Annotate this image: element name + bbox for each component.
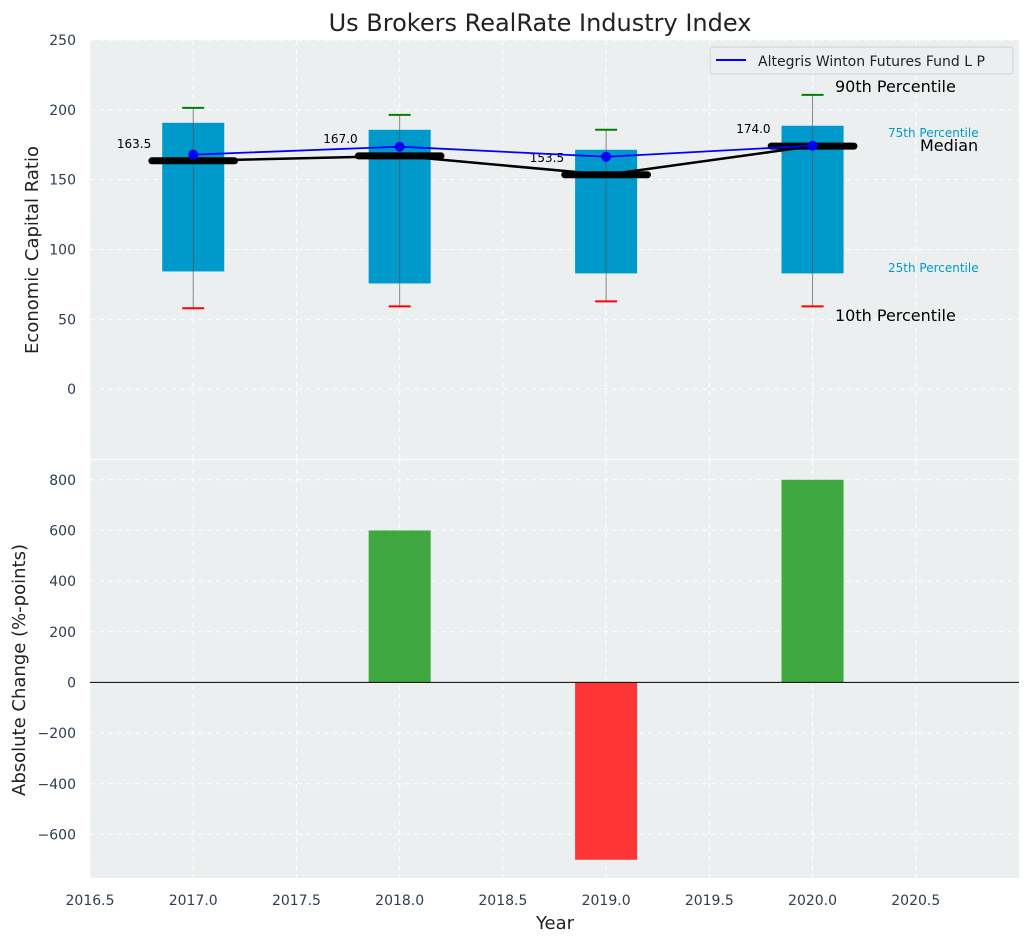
fund-point bbox=[394, 141, 405, 152]
y-tick-label: 600 bbox=[49, 523, 76, 539]
y-tick-label: 250 bbox=[49, 33, 76, 49]
x-tick-label: 2017.0 bbox=[169, 893, 218, 909]
bottom-plot-area bbox=[90, 460, 1019, 878]
fund-point bbox=[807, 140, 818, 151]
annotation-p10: 10th Percentile bbox=[835, 306, 956, 325]
x-tick-label: 2017.5 bbox=[272, 893, 321, 909]
y-tick-label: 200 bbox=[49, 625, 76, 641]
x-axis-label: Year bbox=[535, 913, 575, 934]
y-tick-label: 150 bbox=[49, 173, 76, 189]
fund-line bbox=[193, 144, 813, 158]
y-tick-label: 800 bbox=[49, 473, 76, 489]
median-value-label: 163.5 bbox=[117, 137, 151, 151]
x-tick-label: 2019.0 bbox=[582, 893, 631, 909]
y-tick-label: 50 bbox=[58, 312, 76, 328]
chart-title: Us Brokers RealRate Industry Index bbox=[329, 9, 752, 37]
x-tick-label: 2020.0 bbox=[788, 893, 837, 909]
bottom-y-axis-label: Absolute Change (%-points) bbox=[9, 544, 30, 796]
y-tick-label: 200 bbox=[49, 103, 76, 119]
x-tick-label: 2020.5 bbox=[891, 893, 940, 909]
legend: Altegris Winton Futures Fund L P bbox=[709, 46, 1014, 75]
change-bar bbox=[781, 479, 844, 683]
annotation-p90: 90th Percentile bbox=[835, 77, 956, 96]
median-value-label: 167.0 bbox=[323, 132, 357, 146]
x-tick-label: 2019.5 bbox=[685, 893, 734, 909]
change-bar bbox=[575, 682, 638, 860]
x-tick-label: 2016.5 bbox=[66, 893, 115, 909]
y-tick-label: 0 bbox=[67, 675, 76, 691]
y-tick-label: −200 bbox=[38, 726, 76, 742]
y-tick-label: 0 bbox=[67, 382, 76, 398]
x-tick-label: 2018.5 bbox=[478, 893, 527, 909]
annotation-p25: 25th Percentile bbox=[888, 261, 979, 275]
fund-point bbox=[188, 149, 199, 160]
y-tick-label: −600 bbox=[38, 827, 76, 843]
y-tick-label: −400 bbox=[38, 777, 76, 793]
y-tick-label: 100 bbox=[49, 243, 76, 259]
median-value-label: 174.0 bbox=[736, 122, 770, 136]
top-y-axis-label: Economic Capital Ratio bbox=[22, 146, 43, 354]
fund-point bbox=[601, 151, 612, 162]
annotation-p75: 75th Percentile bbox=[888, 126, 979, 140]
median-line bbox=[193, 144, 813, 177]
y-tick-label: 400 bbox=[49, 574, 76, 590]
change-bar bbox=[368, 530, 431, 683]
legend-label: Altegris Winton Futures Fund L P bbox=[758, 54, 985, 70]
annotation-median: Median bbox=[920, 136, 978, 155]
x-tick-label: 2018.0 bbox=[375, 893, 424, 909]
